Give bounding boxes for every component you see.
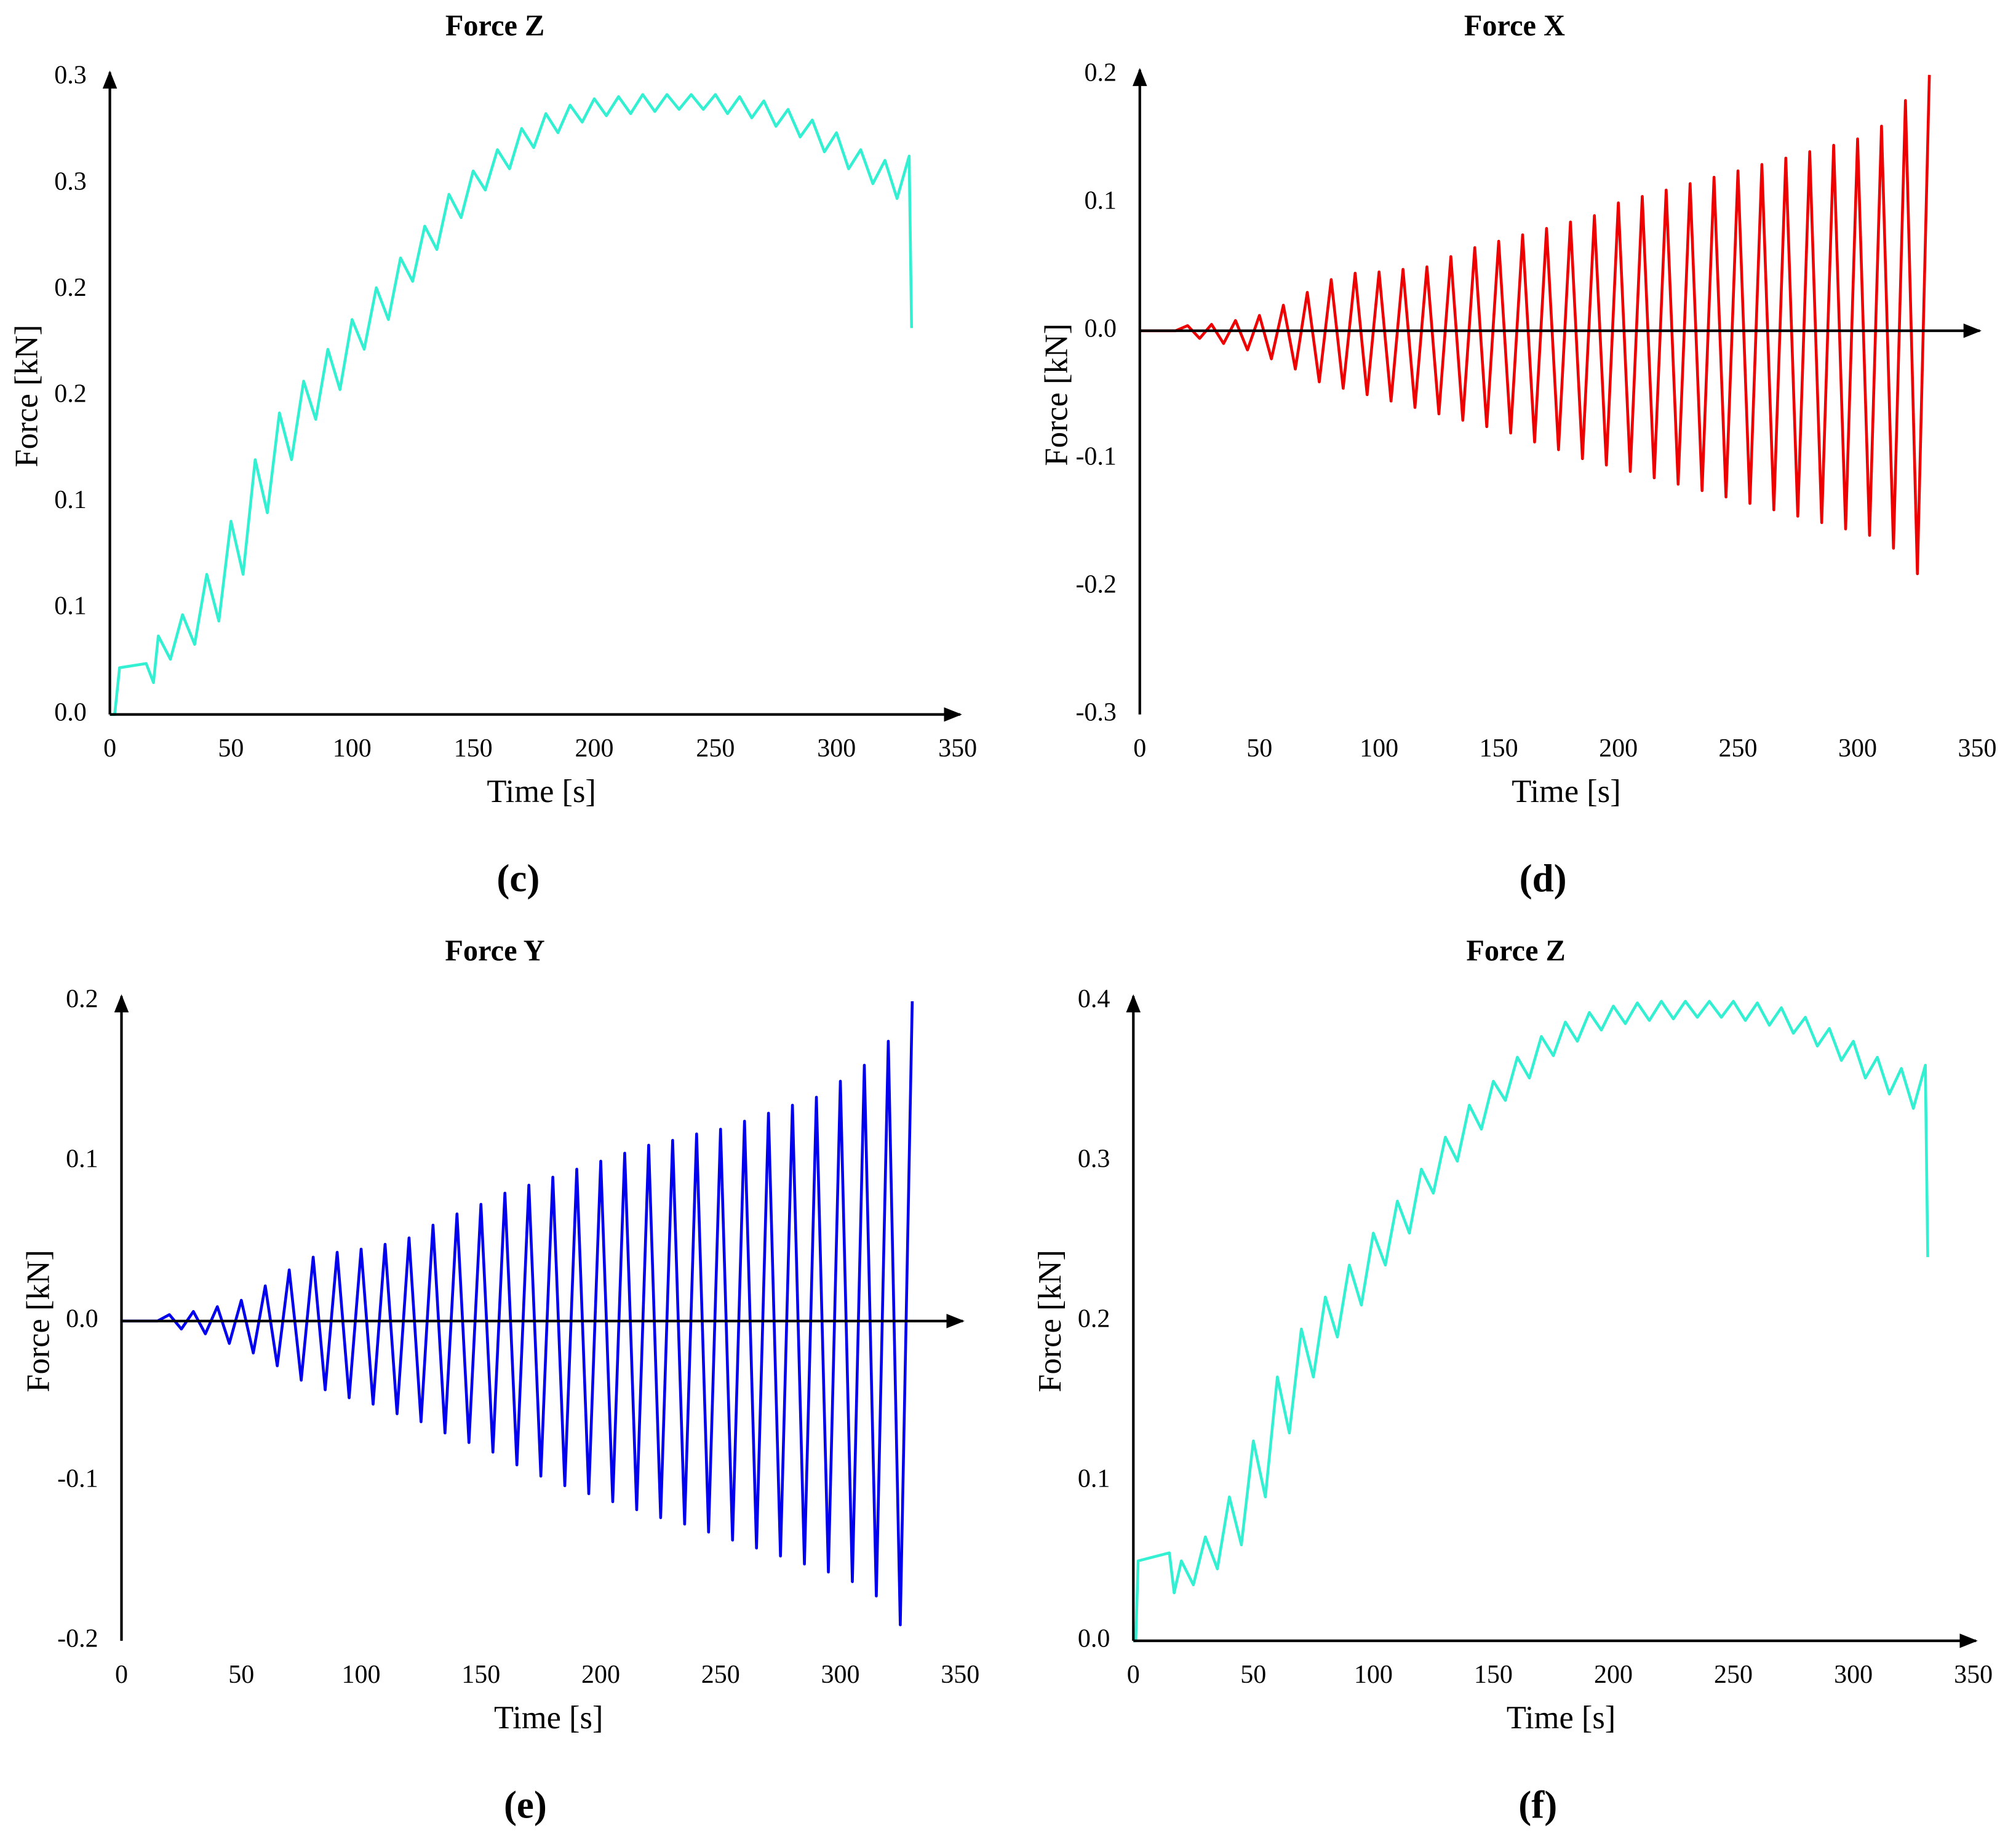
y-tick-label: 0.2	[66, 985, 98, 1014]
y-tick-label: 0.1	[1084, 186, 1116, 215]
panel-label: (f)	[1518, 1783, 1557, 1826]
chart-title: Force X	[1464, 9, 1565, 42]
x-tick-label: 50	[228, 1661, 254, 1689]
x-tick-label: 150	[454, 734, 493, 763]
y-tick-label: 0.3	[54, 62, 87, 90]
x-tick-label: 50	[1240, 1661, 1266, 1689]
y-tick-label: 0.0	[1084, 314, 1116, 343]
x-tick-label: 300	[817, 734, 856, 763]
y-tick-label: 0.0	[54, 698, 87, 726]
x-tick-label: 300	[1834, 1661, 1873, 1689]
x-tick-label: 150	[1474, 1661, 1513, 1689]
x-tick-label: 200	[1594, 1661, 1633, 1689]
chart-title: Force Z	[1466, 934, 1565, 967]
x-tick-label: 200	[581, 1661, 620, 1689]
y-tick-label: -0.1	[1075, 442, 1116, 471]
data-line	[1133, 999, 1929, 1643]
x-tick-label: 350	[1958, 734, 1996, 763]
y-axis-label: Force [kN]	[9, 325, 44, 467]
y-tick-label: 0.2	[1084, 58, 1116, 87]
x-tick-label: 150	[1480, 734, 1518, 763]
y-tick-label: 0.0	[1078, 1624, 1110, 1653]
y-tick-label: 0.2	[54, 274, 87, 302]
x-tick-label: 300	[1838, 734, 1877, 763]
y-tick-label: 0.0	[66, 1305, 98, 1333]
x-tick-label: 50	[1246, 734, 1272, 763]
x-tick-label: 0	[1127, 1661, 1140, 1689]
y-tick-label: -0.2	[57, 1624, 98, 1653]
y-tick-label: 0.3	[1078, 1145, 1110, 1174]
y-tick-label: -0.2	[1075, 570, 1116, 598]
y-axis-label: Force [kN]	[1032, 1250, 1068, 1392]
x-tick-label: 200	[1599, 734, 1638, 763]
y-tick-label: 0.1	[1078, 1464, 1110, 1493]
x-tick-label: 250	[1714, 1661, 1753, 1689]
chart-title: Force Z	[445, 9, 544, 42]
y-tick-label: 0.4	[1078, 985, 1110, 1014]
x-tick-label: 0	[115, 1661, 128, 1689]
x-tick-label: 100	[333, 734, 372, 763]
x-tick-label: 350	[938, 734, 977, 763]
y-tick-label: 0.2	[1078, 1305, 1110, 1333]
x-tick-label: 100	[1360, 734, 1398, 763]
panel-label: (e)	[504, 1783, 547, 1826]
x-tick-label: 100	[341, 1661, 380, 1689]
x-tick-label: 200	[575, 734, 614, 763]
panel-label: (c)	[496, 857, 540, 900]
x-tick-label: 250	[701, 1661, 740, 1689]
x-tick-label: 0	[1133, 734, 1146, 763]
data-line	[110, 93, 914, 716]
x-tick-label: 350	[1954, 1661, 1993, 1689]
x-tick-label: 300	[821, 1661, 860, 1689]
data-line	[121, 1001, 914, 1627]
y-tick-label: -0.3	[1075, 698, 1116, 726]
x-tick-label: 100	[1354, 1661, 1393, 1689]
y-tick-label: 0.1	[54, 486, 87, 514]
y-tick-label: 0.2	[54, 379, 87, 408]
x-tick-label: 250	[696, 734, 735, 763]
x-tick-label: 250	[1719, 734, 1758, 763]
y-axis-label: Force [kN]	[20, 1250, 56, 1392]
x-axis-label: Time [s]	[1507, 1700, 1616, 1736]
x-axis-label: Time [s]	[1512, 774, 1620, 809]
y-axis-label: Force [kN]	[1039, 324, 1075, 466]
x-axis-label: Time [s]	[494, 1700, 603, 1736]
y-tick-label: -0.1	[57, 1464, 98, 1493]
y-tick-label: 0.1	[54, 592, 87, 621]
x-tick-label: 150	[461, 1661, 500, 1689]
data-line	[1139, 74, 1931, 576]
panel-label: (d)	[1520, 857, 1567, 900]
x-tick-label: 0	[103, 734, 116, 763]
chart-title: Force Y	[445, 934, 544, 967]
y-tick-label: 0.3	[54, 167, 87, 196]
x-axis-label: Time [s]	[487, 774, 596, 809]
y-tick-label: 0.1	[66, 1145, 98, 1174]
x-tick-label: 50	[218, 734, 244, 763]
x-tick-label: 350	[941, 1661, 979, 1689]
